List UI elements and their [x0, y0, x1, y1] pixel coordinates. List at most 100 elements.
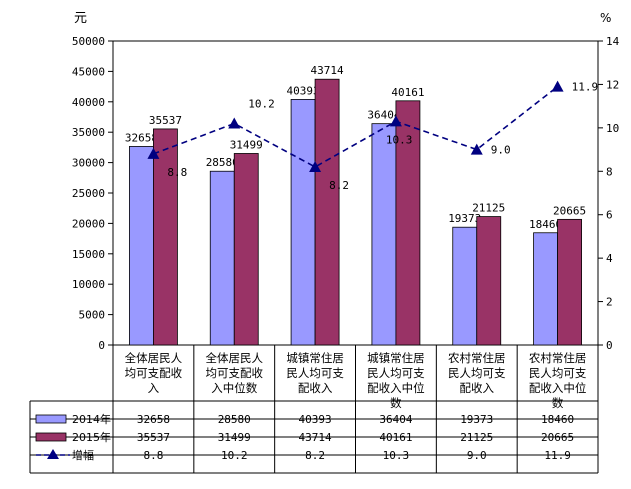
bar-value-label: 31499: [230, 138, 263, 151]
category-label: 配收入: [460, 381, 495, 395]
right-axis-tick-label: 10: [606, 122, 619, 135]
table-cell: 31499: [218, 431, 251, 444]
right-axis-tick-label: 0: [606, 339, 613, 352]
table-cell: 20665: [541, 431, 574, 444]
right-axis-tick-label: 2: [606, 296, 613, 309]
bar-value-label: 20665: [553, 204, 586, 217]
bar-2014年: [209, 170, 235, 346]
table-cell: 8.8: [143, 449, 163, 462]
left-axis-tick-label: 15000: [72, 248, 105, 261]
table-cell: 36404: [379, 413, 412, 426]
left-axis-tick-label: 10000: [72, 278, 105, 291]
category-label: 配收入中位: [529, 381, 587, 395]
category-label: 全体居民人: [125, 351, 183, 365]
growth-value-label: 11.9: [572, 81, 599, 94]
category-label: 全体居民人: [206, 351, 264, 365]
bar-2015年: [314, 78, 340, 346]
category-label: 农村常住居: [529, 351, 587, 365]
growth-value-label: 10.3: [386, 133, 413, 146]
bar-value-label: 40161: [391, 86, 424, 99]
table-cell: 11.9: [544, 449, 571, 462]
growth-value-label: 9.0: [491, 144, 511, 157]
right-axis-unit: %: [600, 11, 611, 25]
legend-label: 增幅: [72, 448, 94, 462]
category-label: 农村常住居: [448, 351, 506, 365]
category-label: 城镇常住居: [286, 351, 344, 365]
bar-2014年: [533, 232, 558, 346]
category-label: 民人均可支: [286, 366, 344, 380]
left-axis-tick-label: 35000: [72, 126, 105, 139]
bar-value-label: 18460: [529, 218, 562, 231]
category-label: 入: [148, 381, 160, 395]
bar-2015年: [153, 128, 178, 346]
left-axis-tick-label: 5000: [79, 309, 106, 322]
left-axis-tick-label: 30000: [72, 157, 105, 170]
plot-area-frame: [112, 40, 599, 346]
growth-marker: [228, 117, 241, 129]
right-axis-tick-label: 6: [606, 209, 613, 222]
growth-marker: [470, 143, 483, 155]
growth-marker: [551, 80, 564, 92]
table-cell: 10.3: [383, 449, 410, 462]
growth-value-label: 8.8: [167, 166, 187, 179]
bar-value-label: 35537: [149, 114, 182, 127]
growth-line: [153, 85, 559, 168]
legend-label: 2015年: [72, 430, 111, 444]
bar-2014年: [452, 226, 478, 346]
table-cell: 40393: [299, 413, 332, 426]
bar-value-label: 19373: [448, 212, 481, 225]
bar-value-label: 36404: [367, 109, 400, 122]
category-label: 民人均可支: [529, 366, 587, 380]
legend-swatch-2015年: [35, 432, 67, 442]
category-label: 入中位数: [211, 381, 257, 395]
bar-value-label: 32658: [125, 131, 158, 144]
table-cell: 21125: [460, 431, 493, 444]
bar-2014年: [129, 146, 154, 346]
bar-2014年: [371, 123, 397, 346]
growth-marker: [389, 115, 402, 127]
bar-2015年: [476, 216, 502, 346]
bar-value-label: 40393: [287, 84, 320, 97]
right-axis-tick-label: 14: [606, 35, 620, 48]
bar-2015年: [557, 218, 582, 346]
bar-value-label: 28580: [206, 156, 239, 169]
bar-2014年: [290, 99, 316, 346]
table-cell: 9.0: [467, 449, 487, 462]
category-label: 数: [552, 396, 564, 410]
left-axis-tick-label: 50000: [72, 35, 105, 48]
table-cell: 32658: [137, 413, 170, 426]
right-axis-tick-label: 4: [606, 252, 613, 265]
table-cell: 18460: [541, 413, 574, 426]
table-cell: 35537: [137, 431, 170, 444]
growth-marker: [309, 160, 322, 172]
table-cell: 40161: [379, 431, 412, 444]
growth-value-label: 10.2: [248, 98, 275, 111]
category-label: 民人均可支: [367, 366, 425, 380]
category-label: 配收入: [298, 381, 333, 395]
category-label: 配收入中位: [367, 381, 425, 395]
bar-value-label: 21125: [472, 202, 505, 215]
right-axis-tick-label: 12: [606, 78, 619, 91]
bar-value-label: 43714: [311, 64, 344, 77]
table-cell: 8.2: [305, 449, 325, 462]
bar-2015年: [395, 100, 421, 346]
category-label: 均可支配收: [125, 366, 183, 380]
legend-marker: [47, 449, 59, 459]
left-axis-tick-label: 45000: [72, 65, 105, 78]
left-axis-tick-label: 25000: [72, 187, 105, 200]
table-cell: 28580: [218, 413, 251, 426]
left-axis-tick-label: 40000: [72, 96, 105, 109]
growth-marker: [147, 147, 160, 159]
table-cell: 10.2: [221, 449, 248, 462]
growth-value-label: 8.2: [329, 179, 349, 192]
left-axis-tick-label: 0: [98, 339, 105, 352]
left-axis-tick-label: 20000: [72, 217, 105, 230]
right-axis-tick-label: 8: [606, 165, 613, 178]
category-label: 民人均可支: [448, 366, 506, 380]
legend-label: 2014年: [72, 412, 111, 426]
table-cell: 43714: [299, 431, 332, 444]
category-label: 数: [390, 396, 402, 410]
category-label: 城镇常住居: [367, 351, 425, 365]
